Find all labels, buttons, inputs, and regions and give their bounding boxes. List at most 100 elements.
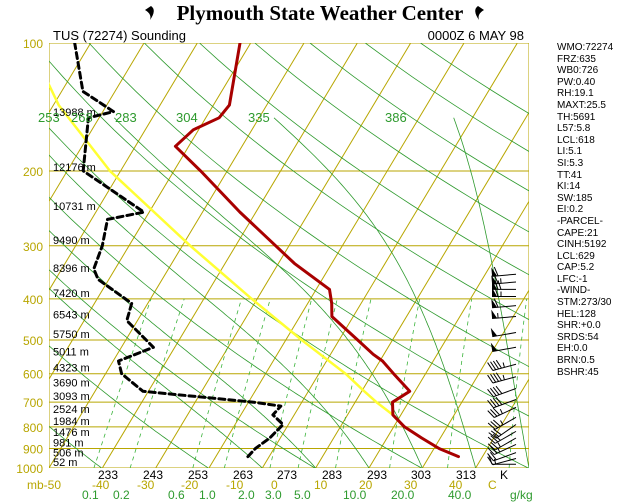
height-label: 2524 m: [53, 404, 90, 416]
wind-barb: [491, 266, 517, 277]
moist-adiabat-line: [273, 117, 477, 468]
mixing-ratio-line: [192, 298, 242, 468]
dry-adiabat-line: [49, 127, 529, 468]
wind-barb-staff: [494, 443, 517, 456]
dry-adiabat-line: [199, 43, 529, 276]
pressure-label: 500: [23, 334, 43, 348]
index-row: SRDS:54: [557, 331, 599, 343]
index-row: LFC:-1: [557, 273, 588, 285]
height-label: 5011 m: [53, 347, 89, 359]
isotherm-line: [368, 200, 529, 468]
wind-barb-staff: [494, 406, 517, 418]
wind-barb-half-flag: [500, 420, 504, 426]
height-label: 1476 m: [53, 427, 90, 439]
wind-barb-flag: [490, 361, 497, 370]
index-row: FRZ:635: [557, 53, 596, 65]
celsius-label: 0: [271, 478, 278, 492]
isotherm-line: [475, 378, 529, 468]
mixing-ratio-line: [93, 298, 152, 468]
isotherm-line: [49, 43, 198, 292]
wind-barb-flag: [492, 407, 501, 416]
kelvin-label: 303: [411, 468, 431, 482]
pressure-label: 200: [23, 165, 43, 179]
index-row: RH:19.1: [557, 88, 594, 100]
mixing-ratio-label: g/kg: [510, 488, 533, 502]
index-row: SHR:+0.0: [557, 320, 601, 332]
dewpoint-line: [73, 43, 285, 459]
index-row: EH:0.0: [557, 343, 588, 355]
wind-barb-half-flag: [497, 442, 501, 448]
wind-barb: [490, 327, 517, 338]
kelvin-label: 283: [322, 468, 342, 482]
wind-barb-flag: [490, 421, 499, 429]
celsius-label: 10: [314, 478, 328, 492]
index-row: PW:0.40: [557, 76, 596, 88]
wind-barb: [487, 406, 517, 418]
wind-barb: [487, 372, 517, 384]
wind-barb-staff: [496, 424, 517, 439]
wind-barb: [487, 416, 517, 430]
moist-adiabat-line: [49, 229, 316, 468]
index-row: LI:5.1: [557, 146, 583, 158]
wind-barb-pennant: [491, 298, 498, 308]
mixing-ratio-label: 5.0: [294, 488, 311, 502]
header-ornament-right: [475, 6, 484, 20]
moist-adiabat-line: [49, 287, 263, 468]
wind-barb-flag: [490, 374, 497, 383]
wind-barb-flag: [495, 396, 503, 405]
index-row: SI:5.3: [557, 157, 584, 169]
mixing-ratio-label: 10.0: [343, 488, 367, 502]
wind-barb-staff: [492, 458, 517, 466]
height-label: 4323 m: [53, 363, 90, 375]
stability-indices-panel: WMO:72274 FRZ:635 WB0:726 PW:0.40 RH:19.1 MAX…: [557, 42, 639, 378]
header-title: Plymouth State Weather Center: [176, 1, 464, 25]
index-row: TH:5691: [557, 111, 596, 123]
kelvin-label: 293: [367, 468, 387, 482]
wind-barb-flag: [487, 443, 496, 451]
wind-barb-pennant: [491, 309, 498, 319]
wind-barb-flag: [495, 385, 503, 394]
height-label: 8396 m: [53, 263, 90, 275]
kelvin-label: K: [500, 468, 508, 482]
mixing-ratio-line: [389, 298, 421, 468]
isotherm-line: [261, 43, 518, 468]
index-row: MAXT:25.5: [557, 99, 606, 111]
mixing-ratio-line: [508, 298, 528, 468]
celsius-label: mb-50: [27, 478, 61, 492]
temperature-line: [173, 43, 460, 459]
theta-label: 335: [248, 110, 270, 125]
kelvin-label: 243: [143, 468, 163, 482]
chart-background-lines: [49, 43, 529, 468]
wind-barb-flag: [493, 266, 499, 276]
wind-barb-staff: [493, 452, 517, 462]
dry-adiabat-line: [49, 345, 209, 468]
kelvin-label: 233: [98, 468, 118, 482]
wind-barb-flag: [490, 435, 499, 443]
mixing-ratio-line: [297, 298, 338, 468]
wind-barb: [491, 298, 517, 309]
isotherm-line: [101, 43, 358, 468]
wind-barb-flag: [492, 386, 500, 395]
index-row: LCL:618: [557, 134, 595, 146]
index-row: KI:14: [557, 181, 581, 193]
wind-barb-flag: [487, 453, 494, 462]
mixing-ratio-label: 20.0: [391, 488, 415, 502]
wind-barb-flag: [487, 456, 494, 466]
dry-adiabat-line: [254, 43, 529, 233]
wind-barb: [487, 452, 517, 462]
wind-barb-flag: [490, 441, 499, 449]
wind-barb-flag: [487, 374, 494, 384]
mixing-ratio-line: [447, 298, 473, 468]
wind-barb-flag: [493, 428, 502, 436]
wind-barb-flag: [492, 419, 501, 427]
index-row: BRN:0.5: [557, 355, 595, 367]
pressure-label: 100: [23, 37, 43, 51]
theta-label: 283: [115, 110, 137, 125]
wind-barb-flag: [493, 298, 499, 308]
mixing-ratio-line: [335, 298, 372, 468]
wind-barb-staff: [494, 437, 517, 451]
wind-barb-staff: [493, 388, 517, 398]
wind-barb-half-flag: [499, 408, 503, 414]
isotherm-line: [49, 43, 145, 203]
wind-barb-staff: [494, 430, 517, 444]
